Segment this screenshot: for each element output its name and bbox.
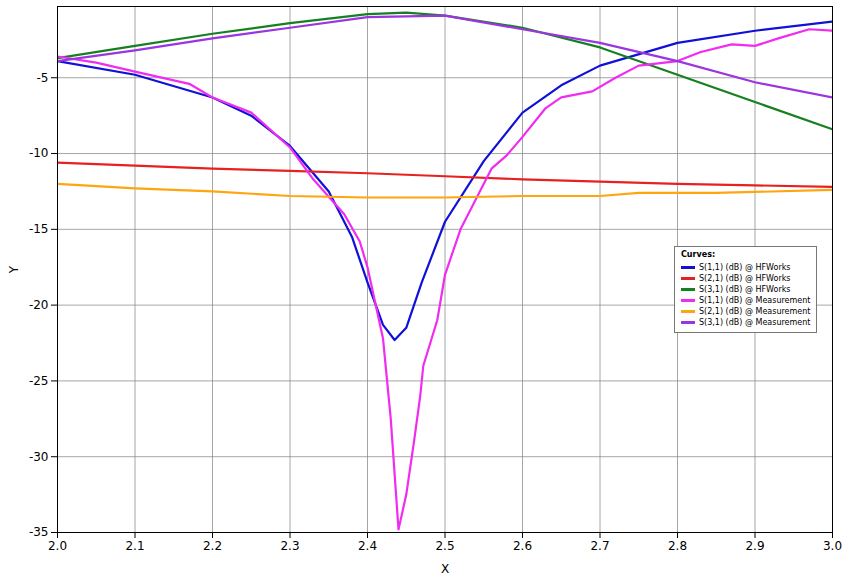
svg-text:2.7: 2.7 — [590, 539, 609, 553]
svg-text:2.8: 2.8 — [668, 539, 687, 553]
svg-text:3.0: 3.0 — [823, 539, 842, 553]
svg-text:2.9: 2.9 — [745, 539, 764, 553]
svg-text:-30: -30 — [29, 450, 49, 464]
html-text:S(1,1) (dB) @ Measurement: S(1,1) (dB) @ Measurement — [699, 296, 811, 305]
html-text:S(2,1) (dB) @ HFWorks: S(2,1) (dB) @ HFWorks — [699, 274, 791, 283]
svg-text:2.0: 2.0 — [48, 539, 67, 553]
svg-text:-15: -15 — [29, 222, 49, 236]
svg-text:2.5: 2.5 — [435, 539, 454, 553]
svg-text:2.6: 2.6 — [513, 539, 532, 553]
html-text:S(1,1) (dB) @ HFWorks: S(1,1) (dB) @ HFWorks — [699, 263, 791, 272]
html-text:S(3,1) (dB) @ HFWorks: S(3,1) (dB) @ HFWorks — [699, 285, 791, 294]
html-text:Curves:: Curves: — [681, 250, 716, 259]
svg-text:-35: -35 — [29, 525, 49, 539]
svg-text:2.2: 2.2 — [203, 539, 222, 553]
svg-text:2.1: 2.1 — [125, 539, 144, 553]
svg-text:2.3: 2.3 — [280, 539, 299, 553]
svg-text:-20: -20 — [29, 298, 49, 312]
html-text:S(2,1) (dB) @ Measurement: S(2,1) (dB) @ Measurement — [699, 307, 811, 316]
html-text:S(3,1) (dB) @ Measurement: S(3,1) (dB) @ Measurement — [699, 318, 811, 327]
svg-text:Y: Y — [7, 265, 21, 274]
svg-text:X: X — [441, 562, 449, 576]
svg-text:-25: -25 — [29, 374, 49, 388]
svg-text:-5: -5 — [37, 71, 49, 85]
svg-text:2.4: 2.4 — [358, 539, 377, 553]
svg-text:-10: -10 — [29, 146, 49, 160]
